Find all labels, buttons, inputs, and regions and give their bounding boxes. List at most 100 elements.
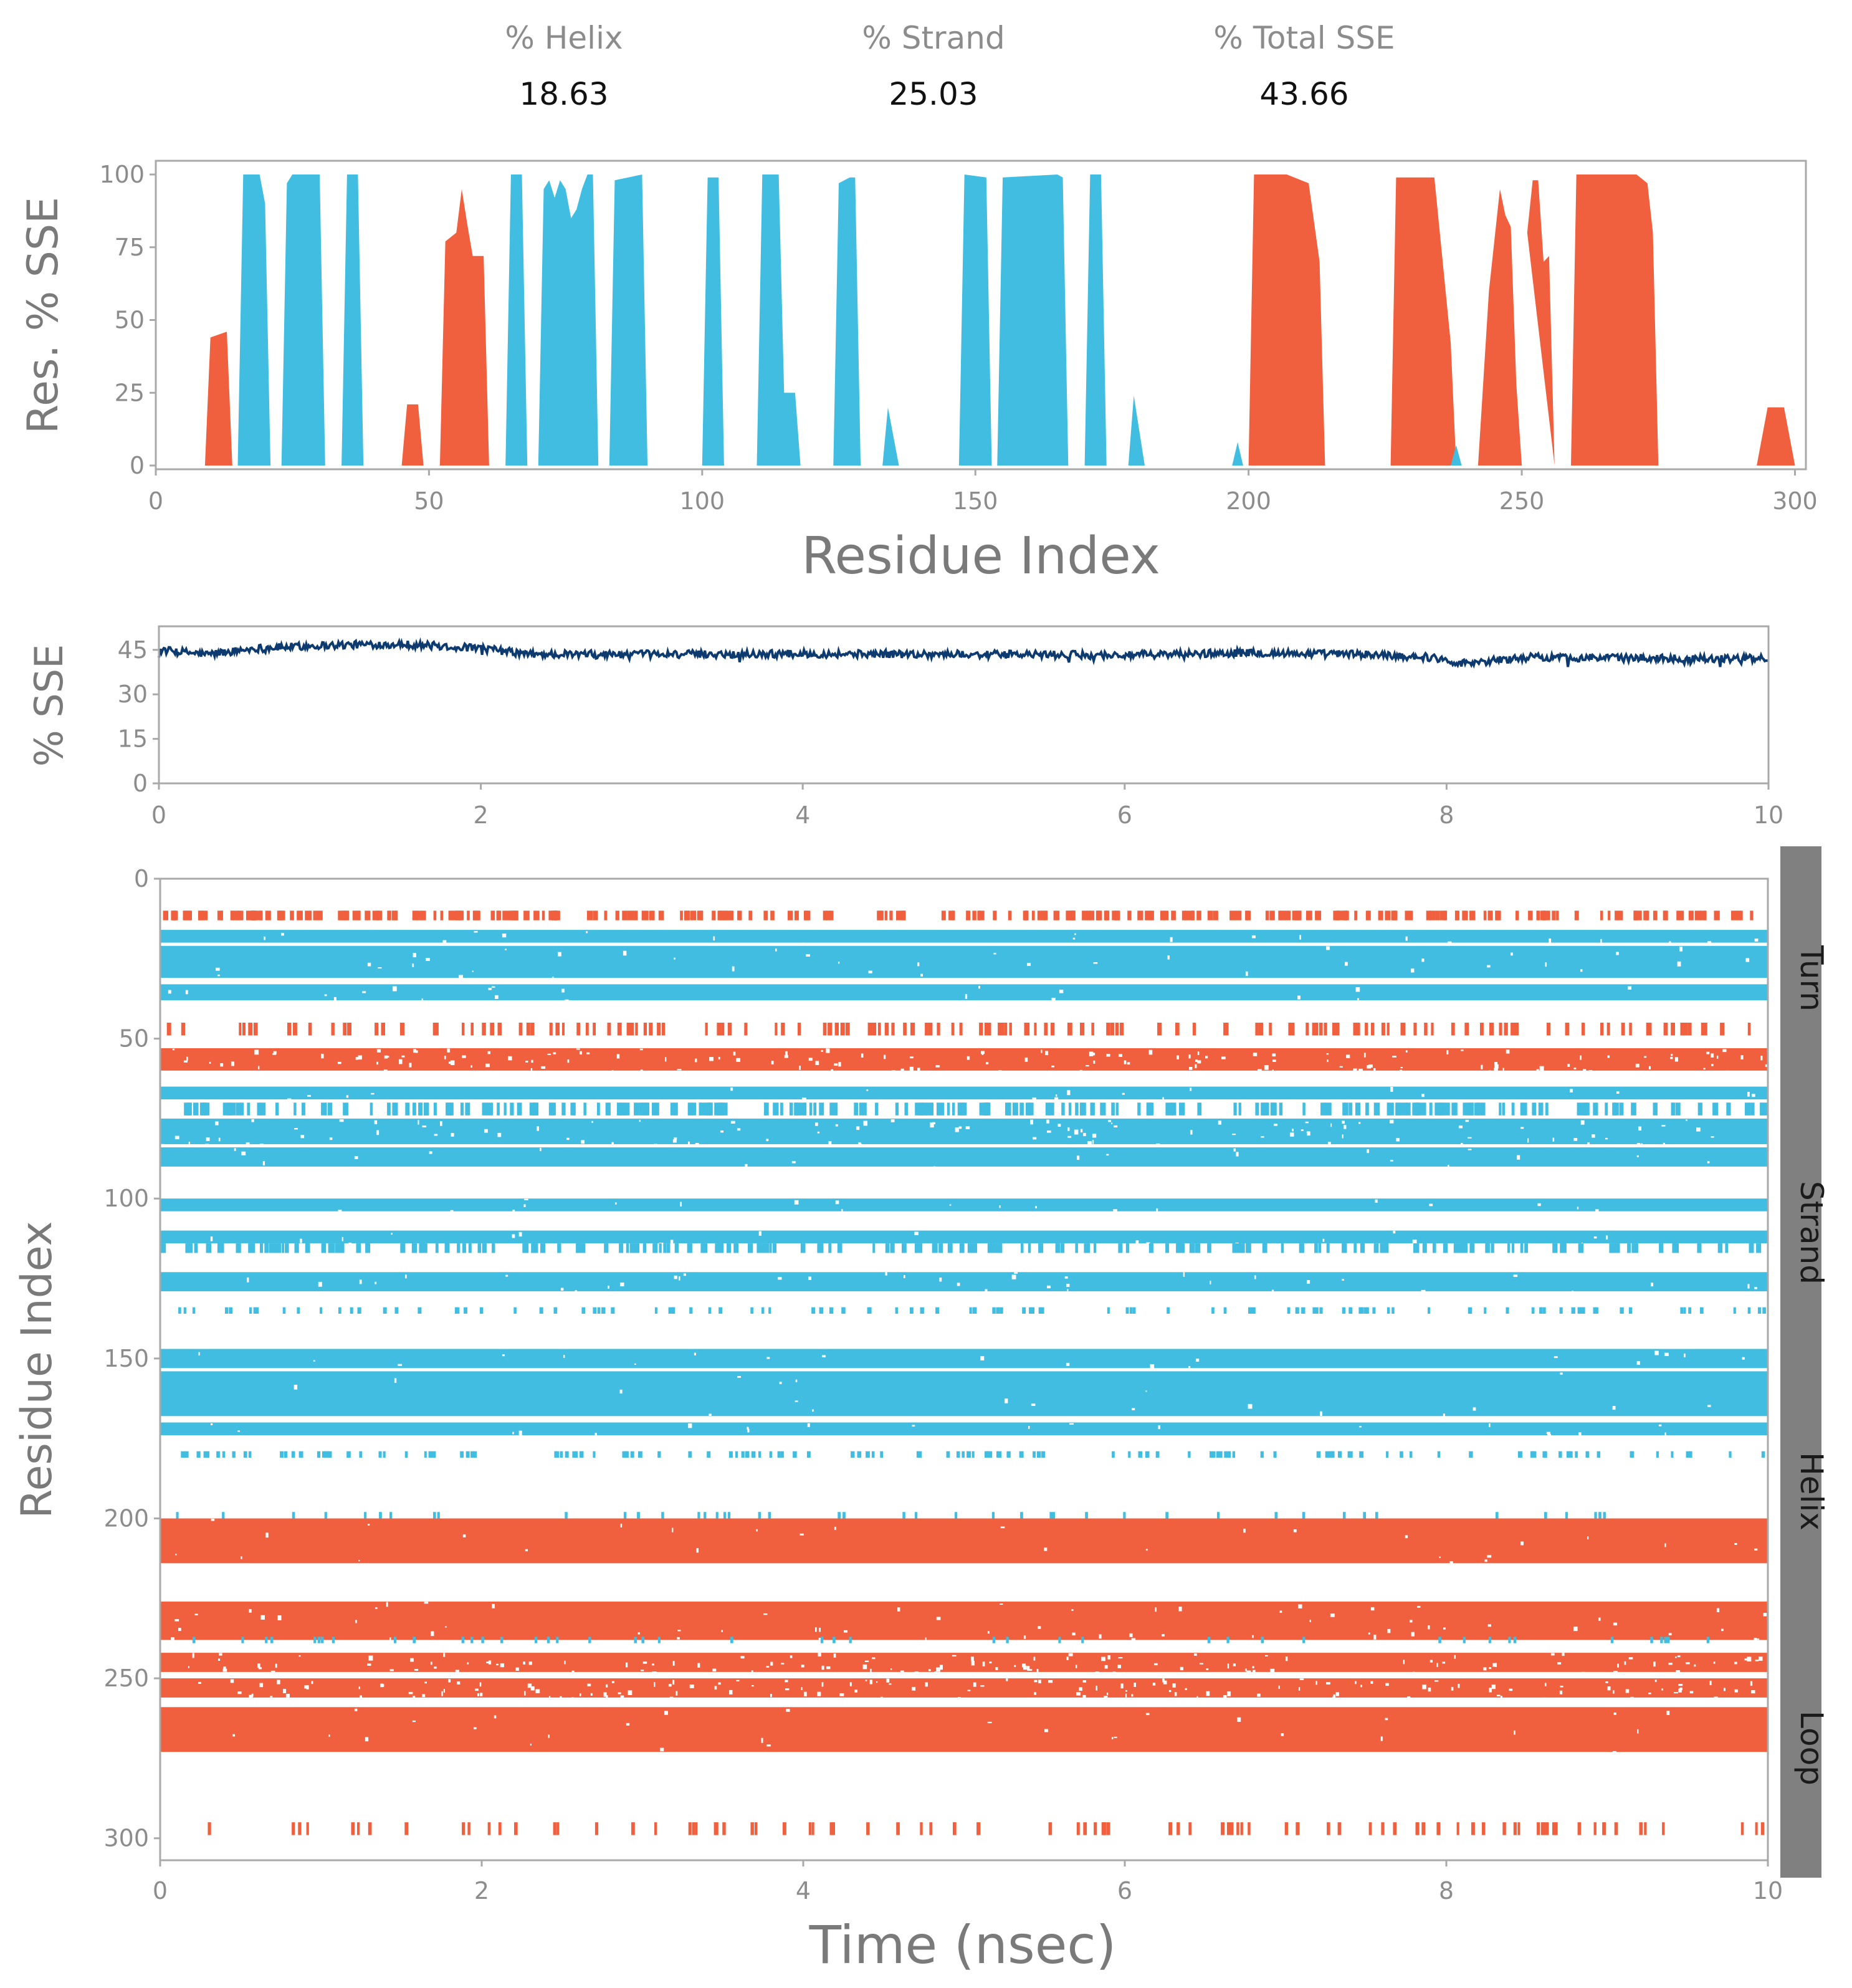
band-gap [431, 1631, 434, 1637]
band-segment [704, 1102, 710, 1116]
band-gap [618, 1692, 621, 1694]
band-gap [1135, 1240, 1139, 1245]
band-segment [619, 1243, 624, 1253]
band-gap [1465, 1119, 1469, 1122]
strand-area-peak [1084, 174, 1107, 466]
band-segment [953, 1822, 956, 1835]
band-gap [518, 1231, 522, 1237]
band-segment [1038, 1307, 1042, 1314]
band-segment [350, 1307, 353, 1314]
band-segment [524, 1243, 527, 1253]
band-segment [751, 1451, 756, 1458]
band-gap [939, 1278, 942, 1282]
band-gap [172, 1048, 175, 1051]
band-gap [1315, 1681, 1317, 1685]
band-gap [1134, 1683, 1136, 1687]
band-segment [1302, 1102, 1305, 1116]
band-segment [298, 1451, 303, 1458]
band-gap [362, 991, 366, 993]
band-segment [1086, 910, 1091, 920]
band-segment [899, 910, 905, 920]
band-segment [1631, 1102, 1636, 1116]
band-gap [737, 1128, 741, 1131]
band-gap [1210, 1281, 1211, 1284]
band-segment [1434, 1102, 1440, 1116]
band-segment [1238, 1102, 1241, 1116]
band-segment [1403, 1102, 1408, 1116]
band-gap [270, 1696, 273, 1698]
band-gap [801, 1665, 804, 1668]
band-segment [413, 1637, 416, 1643]
band-gap [620, 1283, 624, 1287]
band-gap [566, 1137, 570, 1140]
band-segment [498, 1822, 502, 1835]
band-segment [1755, 1822, 1758, 1835]
band-gap [1697, 1129, 1699, 1132]
band-gap [1257, 1693, 1261, 1697]
band-gap [1489, 1667, 1492, 1670]
band-gap [502, 934, 507, 938]
band-segment [1542, 1822, 1545, 1835]
band-segment [400, 1243, 406, 1253]
band-gap [1092, 1053, 1095, 1056]
band-gap [358, 1055, 362, 1060]
band-gap [1028, 1426, 1030, 1429]
band-gap [1550, 1653, 1555, 1656]
band-gap [168, 990, 171, 994]
band-segment [1353, 1243, 1357, 1253]
band-gap [1573, 1627, 1578, 1632]
band-segment [1410, 1451, 1413, 1458]
band-gap [737, 1376, 741, 1378]
x-tick-label: 0 [153, 1877, 168, 1904]
band-segment [723, 1512, 727, 1519]
band-segment [1012, 1102, 1018, 1116]
band-segment [930, 1102, 933, 1116]
band-segment [1606, 1023, 1610, 1036]
band-segment [208, 1822, 211, 1835]
strand-area-peak [757, 174, 801, 466]
band-segment [1021, 1243, 1024, 1253]
band-gap [1651, 1283, 1653, 1287]
band-segment [1463, 1637, 1466, 1643]
band-segment [1363, 1512, 1366, 1519]
band-segment [687, 1243, 692, 1253]
band-segment [657, 1451, 661, 1458]
band-gap [1448, 1165, 1449, 1168]
band-segment [1086, 1243, 1091, 1253]
band-gap [587, 1683, 591, 1686]
band-gap [1721, 1628, 1724, 1632]
band-gap [784, 1054, 788, 1058]
band-segment [1085, 1512, 1088, 1519]
band-segment [497, 1023, 502, 1036]
band-gap [1689, 1691, 1694, 1694]
band-gap [530, 1068, 533, 1071]
band-gap [547, 1053, 551, 1055]
y-tick-label: 100 [99, 161, 145, 188]
band-gap [1320, 1411, 1322, 1416]
band-segment [935, 1307, 940, 1314]
band-segment [932, 1243, 937, 1253]
band-segment [992, 1307, 996, 1314]
band-segment [1033, 1451, 1036, 1458]
band-gap [696, 1548, 699, 1553]
band-segment [497, 1102, 500, 1116]
band-segment [834, 1023, 839, 1036]
band-gap [470, 1065, 472, 1068]
band-segment [1406, 1102, 1411, 1116]
band-segment [529, 1102, 536, 1116]
band-gap [1353, 1068, 1357, 1071]
band-gap [1006, 1678, 1008, 1681]
band-gap [174, 1135, 179, 1140]
band-gap [668, 1684, 672, 1687]
band-gap [978, 985, 980, 989]
band-segment [1437, 1451, 1441, 1458]
band-segment [688, 1451, 692, 1458]
band-gap [210, 1236, 213, 1241]
band-gap [1253, 1670, 1256, 1673]
band-segment [1028, 1243, 1031, 1253]
band-segment [1645, 910, 1648, 920]
band-gap [389, 1637, 391, 1642]
band-segment [1542, 910, 1546, 920]
band-gap [1081, 1129, 1083, 1133]
